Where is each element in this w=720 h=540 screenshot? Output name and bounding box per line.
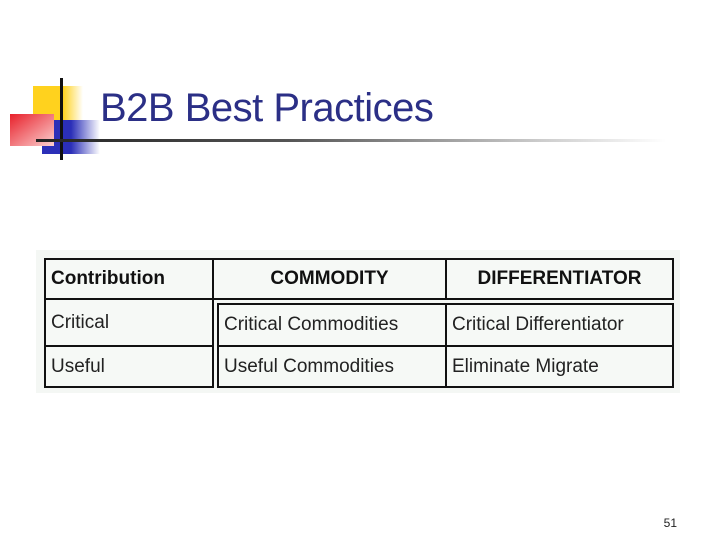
header-contribution: Contribution bbox=[44, 258, 214, 300]
header-differentiator: DIFFERENTIATOR bbox=[445, 258, 674, 300]
header-commodity: COMMODITY bbox=[212, 258, 447, 300]
table-cell: Useful bbox=[44, 345, 214, 388]
slide-title: B2B Best Practices bbox=[100, 86, 434, 130]
table-cell: Critical Commodities bbox=[217, 303, 447, 347]
table-cell: Useful Commodities bbox=[217, 345, 447, 388]
table-cell: Critical Differentiator bbox=[445, 303, 674, 347]
table-cell: Eliminate Migrate bbox=[445, 345, 674, 388]
title-underline bbox=[36, 139, 666, 142]
table-cell: Critical bbox=[44, 298, 214, 347]
page-number: 51 bbox=[663, 516, 677, 530]
